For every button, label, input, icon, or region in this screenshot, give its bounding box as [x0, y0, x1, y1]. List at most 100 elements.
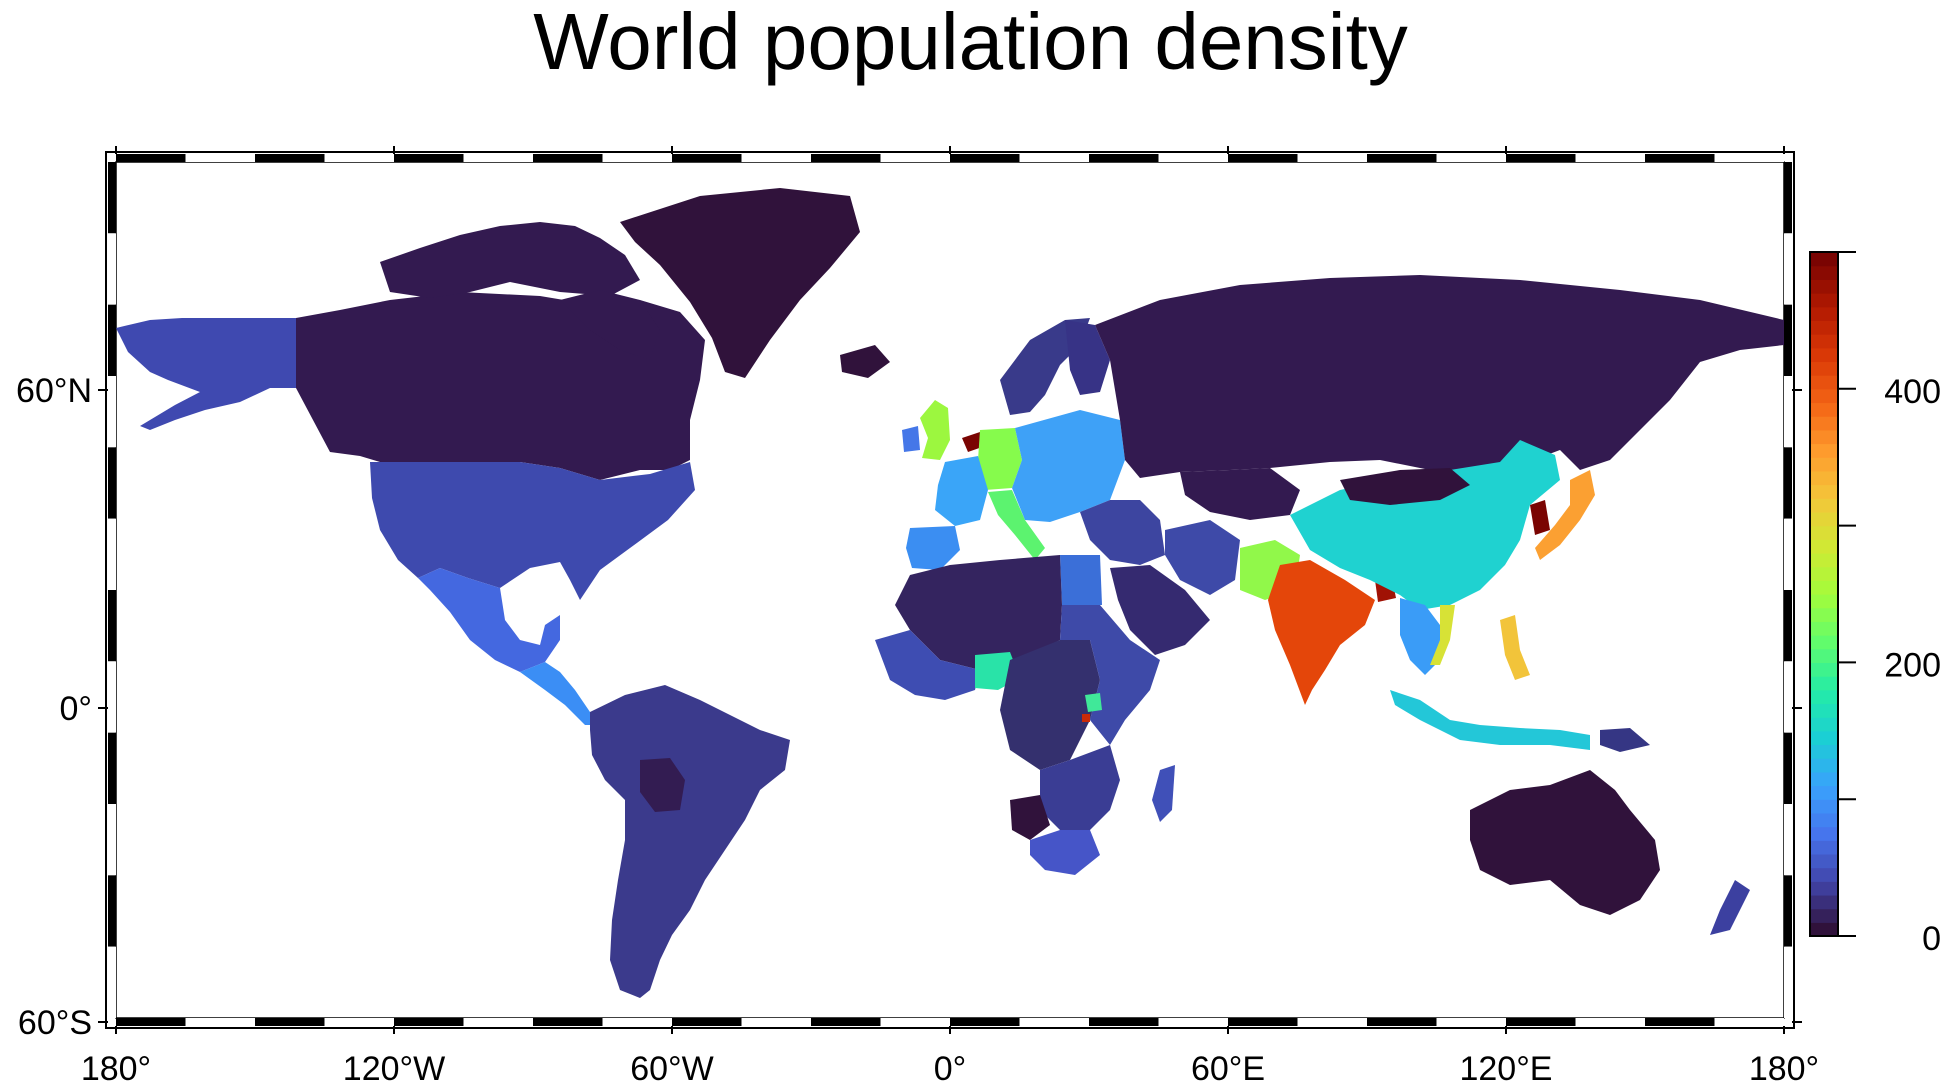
region-west-africa — [875, 630, 980, 700]
colorbar-band — [1810, 799, 1838, 814]
frame-segment — [108, 875, 116, 947]
colorbar-band — [1810, 525, 1838, 540]
region-eastern-europe — [1012, 410, 1125, 522]
frame-segment — [1297, 154, 1367, 162]
region-usa — [370, 462, 695, 600]
region-iceland — [840, 345, 890, 378]
region-china — [1290, 440, 1560, 610]
frame-segment — [1228, 1018, 1298, 1026]
colorbar-band — [1810, 539, 1838, 554]
frame-segment — [108, 304, 116, 376]
colorbar-band — [1810, 758, 1838, 773]
region-korea — [1530, 500, 1550, 535]
frame-segment — [1784, 732, 1792, 804]
frame-segment — [1506, 154, 1576, 162]
frame-segment — [255, 1018, 325, 1026]
region-southern-africa — [1040, 745, 1120, 830]
colorbar-tick-label: 400 — [1884, 373, 1941, 411]
frame-segment — [1019, 1018, 1089, 1026]
region-mexico — [418, 568, 560, 672]
colorbar-band — [1810, 594, 1838, 609]
frame-segment — [1089, 1018, 1159, 1026]
frame-segment — [741, 1018, 811, 1026]
land-regions — [116, 188, 1784, 998]
frame-segment — [880, 154, 950, 162]
frame-segment — [741, 154, 811, 162]
frame-segment — [1436, 1018, 1506, 1026]
frame-segment — [602, 1018, 672, 1026]
frame-segment — [1575, 1018, 1645, 1026]
frame-segment — [324, 1018, 394, 1026]
frame-segment — [1784, 946, 1792, 1018]
colorbar-band — [1810, 375, 1838, 390]
frame-segment — [1575, 154, 1645, 162]
colorbar-band — [1810, 826, 1838, 841]
region-arabia — [1110, 565, 1210, 655]
region-egypt — [1060, 555, 1102, 605]
region-central-africa — [1000, 640, 1100, 770]
colorbar-band — [1810, 853, 1838, 869]
colorbar-band — [1810, 306, 1838, 321]
frame-segment — [1158, 1018, 1228, 1026]
region-iran — [1165, 520, 1240, 595]
frame-ticks — [98, 146, 1802, 1034]
colorbar-band — [1810, 347, 1838, 363]
frame-segment — [811, 154, 881, 162]
frame-segment — [533, 1018, 603, 1026]
region-south-africa — [1030, 830, 1100, 875]
colorbar-band — [1810, 689, 1838, 705]
frame-segment — [1436, 154, 1506, 162]
colorbar-band — [1810, 361, 1838, 376]
frame-segment — [108, 946, 116, 1018]
frame-segment — [1784, 162, 1792, 234]
map-title: World population density — [533, 0, 1408, 86]
frame-segment — [108, 732, 116, 804]
frame-segment — [880, 1018, 950, 1026]
region-middle-east — [1080, 500, 1165, 565]
colorbar-band — [1810, 416, 1838, 431]
region-vietnam — [1430, 605, 1455, 665]
colorbar-band — [1810, 908, 1838, 923]
frame-segment — [463, 154, 533, 162]
colorbar-band — [1810, 812, 1838, 828]
region-japan — [1535, 470, 1595, 560]
region-north-africa — [895, 555, 1062, 670]
frame-segment — [1784, 376, 1792, 448]
x-tick-label: 180° — [1749, 1050, 1819, 1083]
colorbar-band — [1810, 334, 1838, 349]
frame-segment — [116, 1018, 186, 1026]
frame-segment — [108, 162, 116, 234]
x-tick-label: 120°E — [1459, 1050, 1552, 1083]
y-tick-label: 60°S — [18, 1004, 92, 1042]
region-new-zealand — [1710, 880, 1750, 935]
frame-segment — [1784, 233, 1792, 305]
colorbar-band — [1810, 703, 1838, 718]
frame-segment — [116, 154, 186, 162]
x-tick-label: 60°W — [630, 1050, 714, 1083]
region-bolivia — [640, 758, 685, 812]
region-south-america — [590, 685, 790, 998]
colorbar-band — [1810, 293, 1838, 308]
region-russia — [1095, 275, 1784, 478]
region-indonesia — [1390, 690, 1590, 750]
region-kazakhstan — [1180, 468, 1300, 520]
frame-segment — [672, 1018, 742, 1026]
colorbar-band — [1810, 607, 1838, 622]
colorbar-band — [1810, 635, 1838, 650]
frame-segment — [463, 1018, 533, 1026]
frame-segment — [1645, 154, 1715, 162]
frame-segment — [1784, 804, 1792, 876]
region-france — [935, 456, 988, 526]
frame-segment — [1645, 1018, 1715, 1026]
frame-segment — [1784, 661, 1792, 733]
colorbar-band — [1810, 785, 1838, 800]
colorbar-band — [1810, 552, 1838, 568]
frame-segment — [533, 154, 603, 162]
frame-segment — [394, 1018, 464, 1026]
region-spain — [906, 526, 960, 570]
colorbar-band — [1810, 867, 1838, 882]
frame-segment — [324, 154, 394, 162]
frame-segment — [1019, 154, 1089, 162]
frame-segment — [1506, 1018, 1576, 1026]
